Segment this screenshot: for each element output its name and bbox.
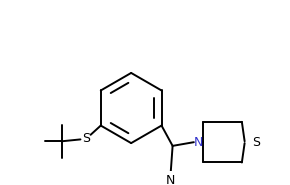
Text: S: S (252, 136, 260, 149)
Text: N: N (166, 174, 175, 185)
Text: N: N (194, 136, 203, 149)
Text: S: S (82, 132, 90, 145)
